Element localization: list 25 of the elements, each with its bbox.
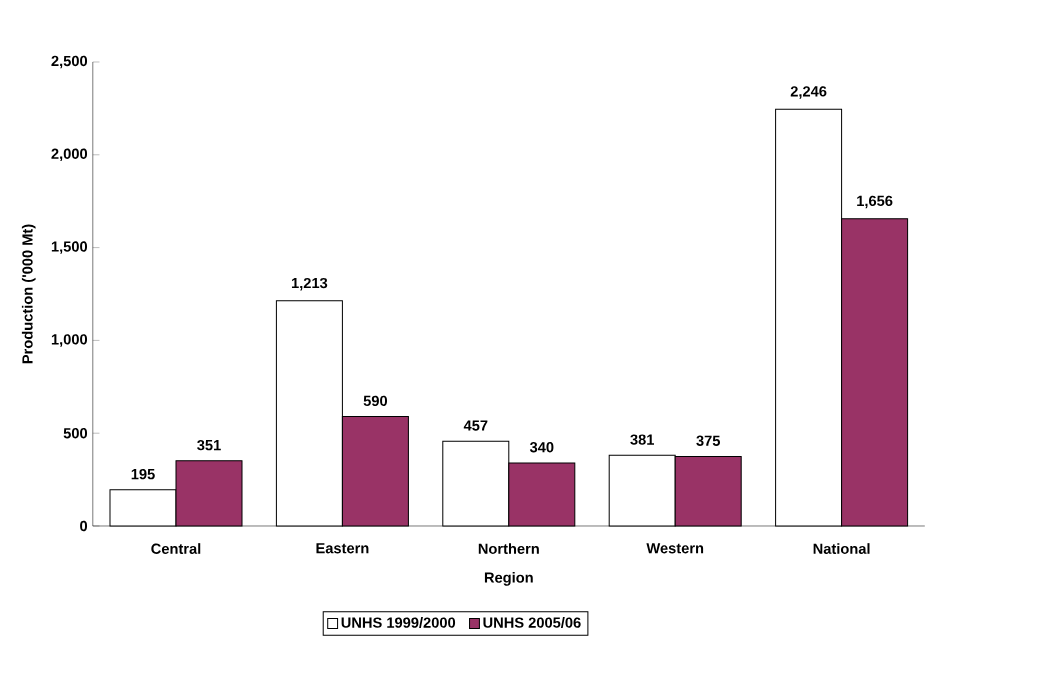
y-tick-label: 2,000	[51, 148, 88, 162]
y-tick-label: 500	[63, 428, 88, 439]
x-tick-label: National	[813, 543, 870, 554]
legend-label: UNHS 2005/06	[483, 617, 581, 628]
data-label: 590	[363, 395, 388, 407]
legend-label: UNHS 1999/2000	[341, 617, 456, 628]
data-label: 340	[529, 442, 554, 453]
y-tick-label: 2,500	[51, 55, 88, 69]
data-label: 2,246	[790, 86, 827, 99]
x-tick-label: Central	[151, 543, 201, 554]
y-tick-label: 1,000	[51, 334, 88, 347]
data-label: 457	[463, 420, 488, 431]
x-tick-label: Northern	[478, 543, 539, 554]
x-tick-label: Western	[646, 543, 704, 554]
x-tick-label: Eastern	[316, 543, 369, 554]
y-tick-label: 1,500	[51, 241, 88, 254]
data-label: 351	[197, 439, 221, 451]
y-axis-title: Production ('000 Mt)	[21, 224, 36, 364]
data-label: 1,213	[291, 277, 328, 291]
y-tick-label: 0	[80, 520, 88, 532]
data-label: 381	[630, 434, 655, 445]
data-label: 195	[131, 468, 155, 480]
data-label: 375	[696, 435, 721, 446]
data-label: 1,656	[857, 195, 893, 209]
x-axis-title: Region	[484, 571, 533, 586]
